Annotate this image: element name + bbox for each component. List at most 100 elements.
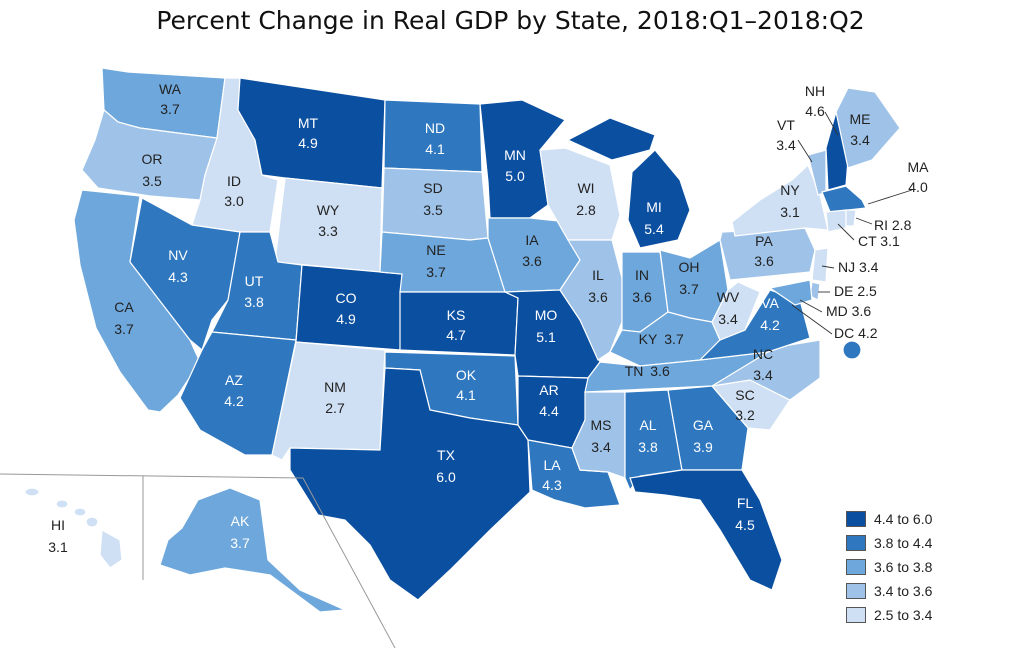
label-ky-abbr: KY <box>639 331 658 347</box>
label-ut-value: 3.8 <box>244 294 264 310</box>
label-wy-abbr: WY <box>317 202 340 218</box>
label-de: DE 2.5 <box>834 283 877 299</box>
legend-label: 3.8 to 4.4 <box>874 535 933 551</box>
label-nm-value: 2.7 <box>325 400 345 416</box>
label-nh-value: 4.6 <box>805 103 825 119</box>
label-ak-abbr: AK <box>231 513 250 529</box>
label-ca-abbr: CA <box>114 299 134 315</box>
label-az-abbr: AZ <box>225 372 243 388</box>
state-MI-up <box>566 117 656 161</box>
leader-nj <box>821 265 835 269</box>
state-MD <box>768 279 813 306</box>
label-nc-value: 3.4 <box>753 367 773 383</box>
state-ME <box>835 87 901 169</box>
legend-swatch <box>846 511 866 527</box>
label-mn-abbr: MN <box>504 147 526 163</box>
state-MA <box>821 185 867 213</box>
label-ks-value: 4.7 <box>446 327 466 343</box>
label-ms-value: 3.4 <box>591 439 611 455</box>
state-WV <box>711 281 761 341</box>
label-ia-value: 3.6 <box>522 253 542 269</box>
label-ct: CT 3.1 <box>858 233 900 249</box>
label-oh-value: 3.7 <box>679 281 699 297</box>
label-nv-value: 4.3 <box>168 269 188 285</box>
state-TX <box>289 367 531 601</box>
label-mt-value: 4.9 <box>298 135 318 151</box>
label-me-abbr: ME <box>850 111 871 127</box>
label-ne-value: 3.7 <box>426 264 446 280</box>
legend-swatch <box>846 607 866 623</box>
label-nc-abbr: NC <box>753 346 773 362</box>
state-HI-4 <box>85 516 99 528</box>
label-in-value: 3.6 <box>632 289 652 305</box>
state-DC <box>842 340 862 360</box>
legend-item: 3.6 to 3.8 <box>846 555 932 579</box>
label-ok-value: 4.1 <box>456 387 476 403</box>
label-ms-abbr: MS <box>591 417 612 433</box>
state-NJ <box>811 247 829 283</box>
label-ca-value: 3.7 <box>114 321 134 337</box>
label-fl-value: 4.5 <box>735 517 755 533</box>
label-ma-value: 4.0 <box>908 179 928 195</box>
state-CO <box>295 264 403 351</box>
inset-frame <box>0 473 396 649</box>
label-mi-value: 5.4 <box>644 221 664 237</box>
label-tx-abbr: TX <box>437 447 456 463</box>
label-fl-abbr: FL <box>737 495 754 511</box>
label-mo-value: 5.1 <box>536 329 556 345</box>
label-il-abbr: IL <box>592 267 604 283</box>
label-va-value: 4.2 <box>760 317 780 333</box>
legend-label: 3.4 to 3.6 <box>874 583 933 599</box>
label-id-abbr: ID <box>227 173 241 189</box>
label-ga-value: 3.9 <box>693 439 713 455</box>
legend-label: 2.5 to 3.4 <box>874 607 933 623</box>
label-sd-abbr: SD <box>423 180 442 196</box>
label-ak-value: 3.7 <box>230 535 250 551</box>
leader-md <box>799 299 823 313</box>
label-vt-abbr: VT <box>777 117 795 133</box>
label-ne-abbr: NE <box>426 242 445 258</box>
leader-ct <box>837 223 855 241</box>
state-HI-3 <box>73 507 87 517</box>
label-ar-value: 4.4 <box>539 403 559 419</box>
label-tn-abbr: TN <box>625 363 644 379</box>
label-dc: DC 4.2 <box>834 325 878 341</box>
label-in-abbr: IN <box>635 267 649 283</box>
label-ny-value: 3.1 <box>780 204 800 220</box>
label-mn-value: 5.0 <box>505 168 525 184</box>
label-nd-abbr: ND <box>425 120 445 136</box>
label-me-value: 3.4 <box>850 132 870 148</box>
label-pa-abbr: PA <box>755 233 773 249</box>
state-WI <box>539 147 621 241</box>
label-md: MD 3.6 <box>826 303 871 319</box>
leader-vt <box>797 139 813 163</box>
label-ar-abbr: AR <box>539 382 558 398</box>
label-nm-abbr: NM <box>324 379 346 395</box>
state-HI-group <box>24 487 123 569</box>
label-ky-value: 3.7 <box>664 331 684 347</box>
legend-item: 3.8 to 4.4 <box>846 531 932 555</box>
label-tn-value: 3.6 <box>650 363 670 379</box>
label-wi-value: 2.8 <box>576 202 596 218</box>
legend-item: 3.4 to 3.6 <box>846 579 932 603</box>
state-RI <box>845 209 857 227</box>
state-FL <box>629 469 783 591</box>
state-HI-1 <box>24 487 40 497</box>
label-az-value: 4.2 <box>224 393 244 409</box>
label-va-abbr: VA <box>761 295 779 311</box>
label-or-value: 3.5 <box>142 173 162 189</box>
label-wv-abbr: WV <box>717 289 740 305</box>
label-la-abbr: LA <box>543 457 561 473</box>
label-co-value: 4.9 <box>336 311 356 327</box>
label-mt-abbr: MT <box>298 115 319 131</box>
label-tx-value: 6.0 <box>436 469 456 485</box>
label-oh-abbr: OH <box>679 259 700 275</box>
label-ut-abbr: UT <box>245 273 264 289</box>
leader-ma <box>867 189 913 205</box>
leader-dc <box>791 304 833 335</box>
state-HI-2 <box>55 499 69 509</box>
label-hi-value: 3.1 <box>48 539 68 555</box>
leader-ri <box>855 217 873 225</box>
leader-nh <box>824 111 839 136</box>
